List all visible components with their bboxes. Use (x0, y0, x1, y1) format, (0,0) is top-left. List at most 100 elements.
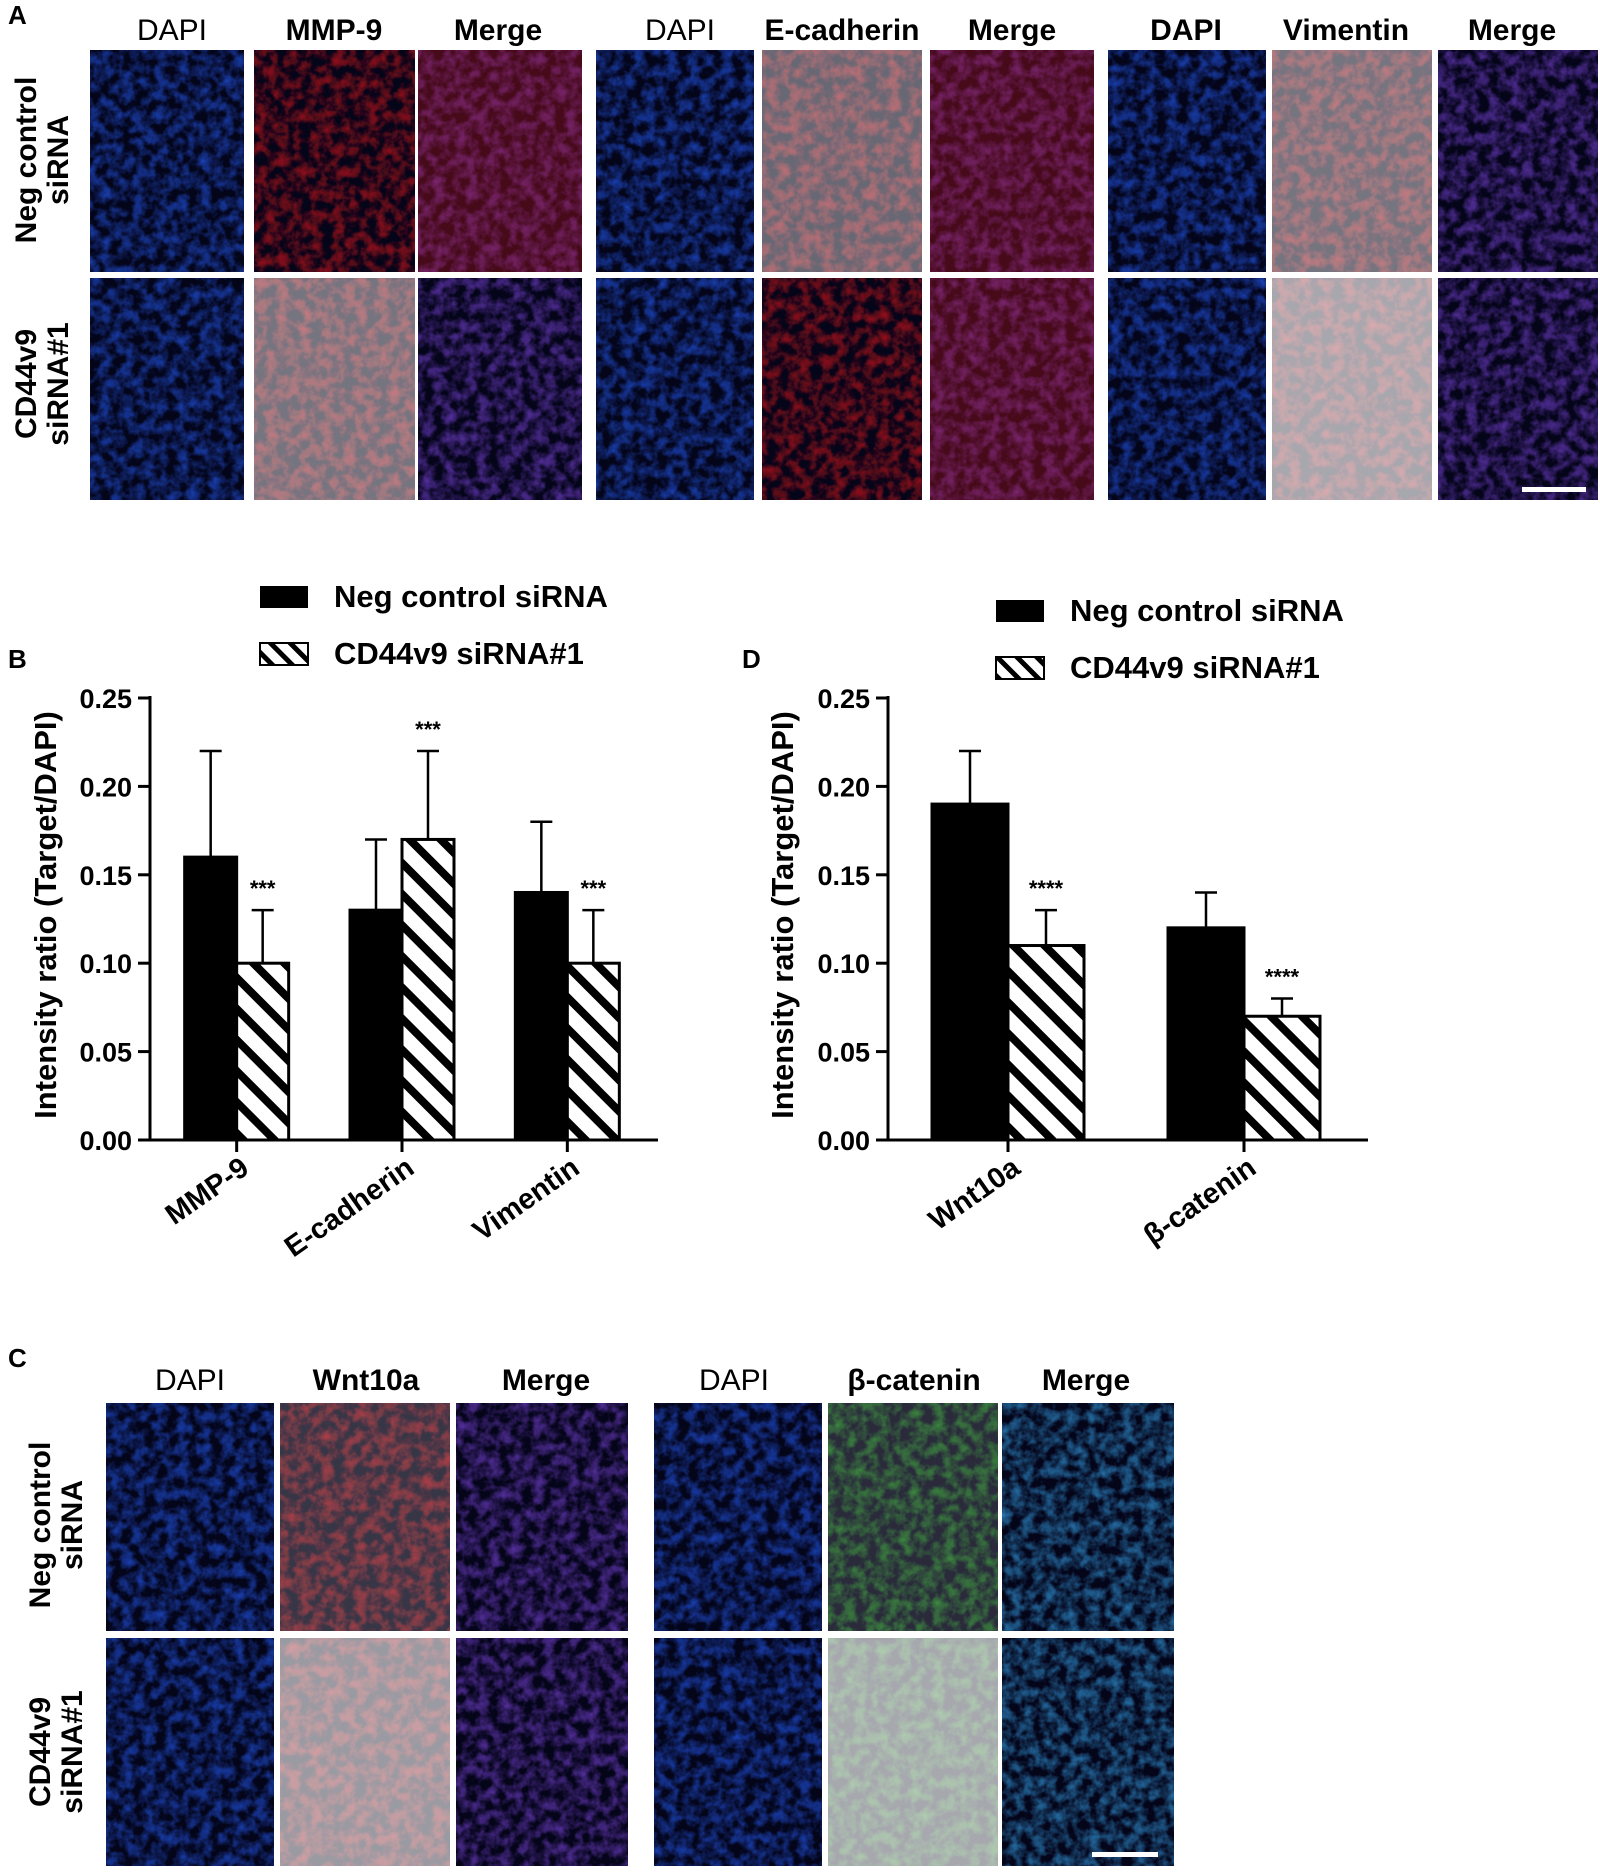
panel-c-header-dapi-2: DAPI (699, 1364, 769, 1397)
chart-d-xtick-label: Wnt10a (923, 1151, 1027, 1237)
chart-b-xtick-label: MMP-9 (160, 1152, 255, 1232)
panel-c-micrograph-r2-c5 (828, 1638, 998, 1866)
chart-b-bar-neg-3 (513, 890, 569, 1142)
legend-d-cd44-swatch (995, 656, 1045, 680)
panel-a-micrograph-r2-c9 (1438, 278, 1598, 500)
legend-d-neg-swatch (996, 600, 1044, 622)
chart-b-significance-1: *** (250, 876, 276, 901)
panel-a-row-2-line-2: siRNA#1 (42, 322, 75, 445)
panel-c-row-2-line-2: siRNA#1 (56, 1690, 89, 1813)
panel-a-micrograph-r2-c8 (1272, 278, 1432, 500)
legend-d: Neg control siRNA CD44v9 siRNA#1 (995, 593, 1344, 685)
chart-d: Intensity ratio (Target/DAPI) 0.00 0.05 0.… (765, 684, 1368, 1252)
panel-c-micrograph-r2-c4 (654, 1638, 822, 1866)
panel-c-row-1-line-2: siRNA (56, 1480, 89, 1570)
panel-a-header-merge-1: Merge (454, 14, 542, 47)
panel-a-micrograph-r1-c9 (1438, 50, 1598, 272)
panel-a-header-dapi-1: DAPI (137, 14, 207, 47)
panel-a-header-merge-3: Merge (1468, 14, 1556, 47)
panel-a-micrograph-r1-c1 (90, 50, 244, 272)
panel-a-header-merge-2: Merge (968, 14, 1056, 47)
panel-a-row-1-line-2: siRNA (42, 115, 75, 205)
panel-c-header-beta-catenin: β-catenin (847, 1364, 980, 1397)
chart-d-bar-neg-1 (930, 802, 1010, 1142)
panel-c-column-headers: DAPI Wnt10a Merge DAPI β-catenin Merge (155, 1364, 1130, 1397)
panel-a-micrograph-r1-c5 (762, 50, 922, 272)
panel-label-c: C (8, 1343, 27, 1373)
chart-b-ytick-label: 0.25 (79, 684, 132, 714)
chart-b-bar-cd44-2 (400, 837, 456, 1142)
panel-a-micrograph-r2-c5 (762, 278, 922, 500)
panel-a-scale-bar (1522, 487, 1586, 492)
panel-a-row-1-line-1: Neg control (10, 77, 43, 244)
legend-b-neg-swatch (260, 586, 308, 608)
legend-b-cd44-swatch (259, 642, 309, 666)
panel-a-micrograph-r2-c1 (90, 278, 244, 500)
panel-a-column-headers: DAPI MMP-9 Merge DAPI E-cadherin Merge D… (137, 14, 1556, 47)
panel-label-d: D (742, 644, 761, 674)
panel-c-micrograph-r2-c2 (280, 1638, 450, 1866)
chart-b-xtick-label: Vimentin (467, 1152, 585, 1248)
panel-a-row-label-2: CD44v9 siRNA#1 (10, 322, 75, 445)
panel-c-row-2-line-1: CD44v9 (24, 1697, 57, 1807)
panel-c-micrograph-r1-c5 (828, 1403, 998, 1631)
panel-c-micrograph-r1-c3 (456, 1403, 628, 1631)
chart-b-bar-cd44-3 (565, 961, 621, 1142)
chart-b-ytick-label: 0.05 (79, 1038, 132, 1068)
panel-a-micrograph-r1-c3 (418, 50, 582, 272)
panel-a-micrograph-r1-c7 (1108, 50, 1266, 272)
panel-c-micrograph-r2-c6 (1002, 1638, 1174, 1866)
chart-d-significance-2: **** (1265, 965, 1300, 990)
chart-d-ytick-label: 0.20 (817, 772, 870, 802)
panel-a-micrograph-r2-c7 (1108, 278, 1266, 500)
panel-c-header-merge-2: Merge (1042, 1364, 1130, 1397)
panel-c-header-dapi-1: DAPI (155, 1364, 225, 1397)
chart-b-ytick-label: 0.20 (79, 772, 132, 802)
panel-c-header-wnt10a: Wnt10a (313, 1364, 420, 1397)
panel-c-micrograph-r1-c6 (1002, 1403, 1174, 1631)
chart-b-ytick-label: 0.00 (79, 1126, 132, 1156)
panel-c-row-1-line-1: Neg control (24, 1442, 57, 1609)
panel-a-header-dapi-3: DAPI (1150, 14, 1222, 47)
chart-d-bar-cd44-1 (1006, 944, 1086, 1142)
panel-a-micrograph-r1-c6 (930, 50, 1094, 272)
chart-b-significance-2: *** (415, 717, 441, 742)
panel-c-micrograph-r1-c2 (280, 1403, 450, 1631)
legend-b: Neg control siRNA CD44v9 siRNA#1 (259, 579, 608, 671)
chart-d-ytick-label: 0.00 (817, 1126, 870, 1156)
panel-a-micrograph-r1-c2 (254, 50, 415, 272)
chart-d-bar-cd44-2 (1242, 1014, 1322, 1142)
panel-c-row-label-1: Neg control siRNA (24, 1442, 89, 1609)
chart-d-bar-neg-2 (1166, 926, 1246, 1142)
panel-a-micrograph-r2-c6 (930, 278, 1094, 500)
panel-a-header-vimentin: Vimentin (1283, 14, 1409, 47)
chart-d-xtick-label: β-catenin (1138, 1152, 1262, 1252)
legend-d-neg-label: Neg control siRNA (1070, 593, 1344, 628)
panel-c-micrograph-r2-c3 (456, 1638, 628, 1866)
panel-a-micrograph-r1-c4 (596, 50, 754, 272)
chart-b: Intensity ratio (Target/DAPI) 0.00 0.05 0.… (28, 684, 658, 1264)
chart-b-bar-neg-2 (348, 908, 404, 1142)
panel-a-row-2-line-1: CD44v9 (10, 329, 43, 439)
panel-c-scale-bar (1092, 1852, 1158, 1857)
panel-a-row-label-1: Neg control siRNA (10, 77, 75, 244)
legend-d-cd44-label: CD44v9 siRNA#1 (1070, 650, 1320, 685)
chart-b-ytick-label: 0.10 (79, 949, 132, 979)
chart-d-ytick-label: 0.15 (817, 861, 870, 891)
panel-a-header-ecadherin: E-cadherin (764, 14, 919, 47)
chart-d-ytick-label: 0.10 (817, 949, 870, 979)
chart-b-bar-neg-1 (183, 855, 239, 1142)
chart-d-significance-1: **** (1029, 876, 1064, 901)
panel-a-micrographs (90, 50, 1598, 500)
panel-a-micrograph-r2-c2 (254, 278, 415, 500)
panel-c-micrographs (106, 1403, 1174, 1866)
chart-d-ytick-label: 0.05 (817, 1038, 870, 1068)
panel-a-header-dapi-2: DAPI (645, 14, 715, 47)
legend-b-cd44-label: CD44v9 siRNA#1 (334, 636, 584, 671)
panel-c-micrograph-r1-c4 (654, 1403, 822, 1631)
chart-d-ytick-label: 0.25 (817, 684, 870, 714)
chart-d-ylabel: Intensity ratio (Target/DAPI) (765, 711, 800, 1119)
chart-b-ytick-label: 0.15 (79, 861, 132, 891)
chart-b-xtick-label: E-cadherin (279, 1152, 420, 1264)
